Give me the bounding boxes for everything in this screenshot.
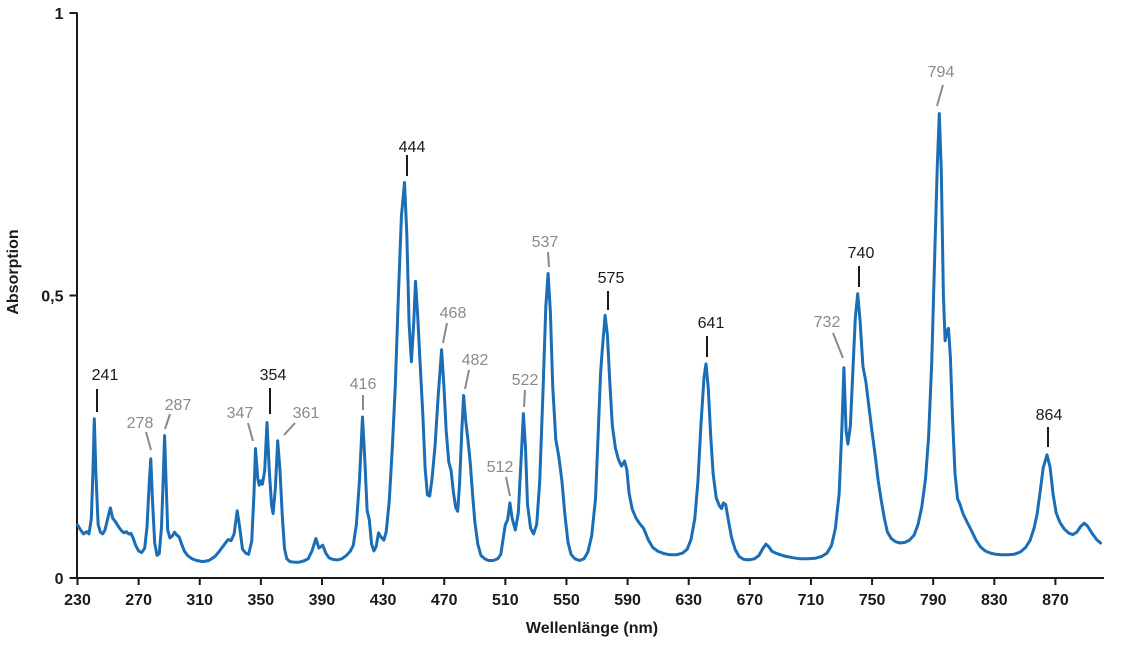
x-tick-label: 750 <box>859 592 886 609</box>
peak-leader-line <box>145 431 152 451</box>
axis-lines <box>76 13 1104 579</box>
peak-label-522: 522 <box>512 372 539 389</box>
peak-leader-line <box>464 369 470 390</box>
y-axis-ticks: 00,51 <box>41 6 78 588</box>
x-tick-label: 510 <box>492 592 519 609</box>
peak-label-468: 468 <box>440 305 467 322</box>
peak-leader-line <box>164 413 171 430</box>
peak-leader-line <box>247 422 254 442</box>
spectrum-curve <box>76 112 1102 564</box>
peak-label-347: 347 <box>227 405 254 422</box>
peak-label-241: 241 <box>92 367 119 384</box>
axes <box>76 13 1104 579</box>
x-axis-title: Wellenlänge (nm) <box>526 620 658 637</box>
peak-label-361: 361 <box>293 405 320 422</box>
peak-leader-line <box>832 332 844 359</box>
peak-label-641: 641 <box>698 315 725 332</box>
x-tick-label: 430 <box>370 592 397 609</box>
y-tick-label: 1 <box>55 6 64 23</box>
y-tick-label: 0,5 <box>41 289 63 306</box>
peak-label-512: 512 <box>487 459 514 476</box>
y-tick-label: 0 <box>55 571 64 588</box>
x-tick-label: 870 <box>1042 592 1069 609</box>
peak-label-482: 482 <box>462 352 489 369</box>
peak-leader-line <box>442 322 448 344</box>
y-axis-title: Absorption <box>5 229 22 314</box>
x-tick-label: 630 <box>675 592 702 609</box>
x-tick-label: 670 <box>736 592 763 609</box>
x-axis-ticks: 230 270 310 350 390 430 470 510 550 590 630 670 710 7… <box>64 578 1069 609</box>
peak-label-794: 794 <box>928 64 955 81</box>
peak-annotations: 241 278 287 347 354 361 416 444 468 482 512 522 537 5… <box>92 64 1063 497</box>
peak-label-740: 740 <box>848 245 875 262</box>
x-tick-label: 230 <box>64 592 91 609</box>
spectrum-line <box>76 112 1102 564</box>
peak-label-444: 444 <box>399 139 426 156</box>
peak-leader-line <box>505 476 511 497</box>
x-tick-label: 550 <box>553 592 580 609</box>
x-tick-label: 350 <box>248 592 275 609</box>
x-tick-label: 270 <box>125 592 152 609</box>
peak-leader-line <box>936 84 944 107</box>
peak-label-732: 732 <box>814 314 841 331</box>
peak-label-354: 354 <box>260 367 287 384</box>
x-tick-label: 590 <box>614 592 641 609</box>
x-tick-label: 790 <box>920 592 947 609</box>
x-tick-label: 310 <box>186 592 213 609</box>
peak-label-416: 416 <box>350 376 377 393</box>
peak-leader-line <box>283 422 296 436</box>
x-tick-label: 830 <box>981 592 1008 609</box>
x-tick-label: 390 <box>309 592 336 609</box>
x-tick-label: 470 <box>431 592 458 609</box>
peak-label-864: 864 <box>1036 407 1063 424</box>
peak-leader-line <box>523 389 526 408</box>
peak-label-575: 575 <box>598 270 625 287</box>
peak-label-537: 537 <box>532 234 559 251</box>
peak-label-278: 278 <box>127 415 154 432</box>
x-tick-label: 710 <box>798 592 825 609</box>
peak-leader-line <box>547 251 550 268</box>
peak-label-287: 287 <box>165 397 192 414</box>
